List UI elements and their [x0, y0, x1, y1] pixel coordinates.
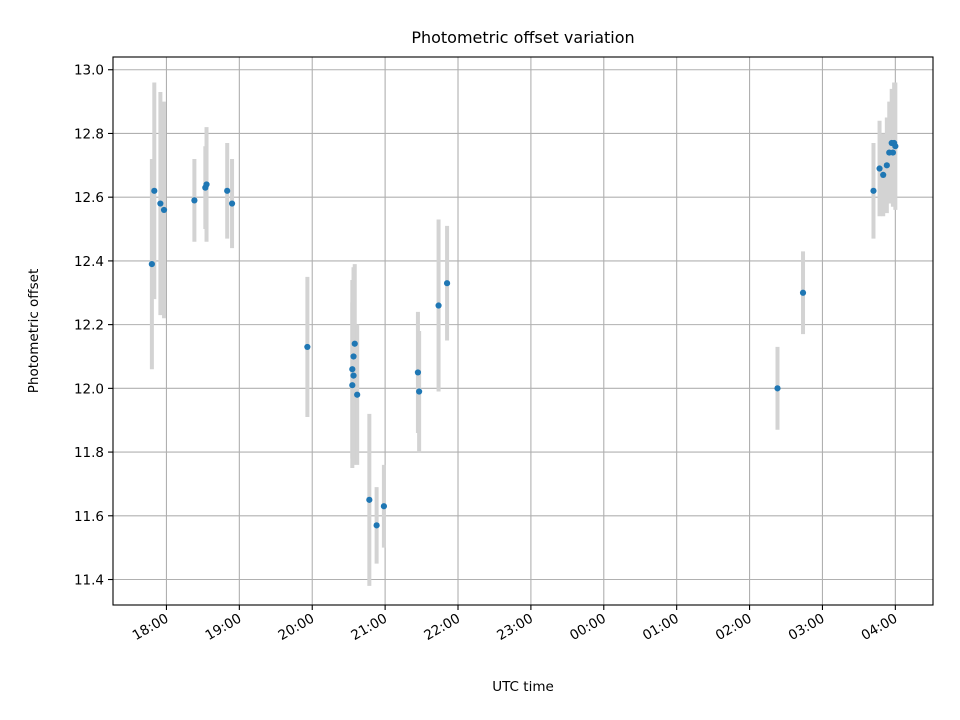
data-point	[228, 200, 236, 207]
data-point	[304, 343, 311, 351]
data-point	[416, 388, 423, 395]
y-tick-label: 11.6	[74, 509, 104, 525]
data-point	[435, 302, 442, 309]
plot-frame	[112, 56, 934, 606]
data-point	[349, 382, 356, 389]
y-tick-label: 12.0	[74, 381, 104, 397]
data-point	[892, 143, 899, 150]
data-point	[799, 289, 807, 296]
data-point	[157, 200, 164, 207]
data-point	[876, 165, 883, 172]
y-tick-label: 11.4	[74, 573, 104, 589]
data-point	[880, 171, 887, 178]
y-axis: 11.4 11.6 11.8 12.0 12.2 12.4 12.6 12.8 13.0	[74, 63, 113, 589]
data-point	[203, 181, 210, 188]
y-tick-label: 12.8	[74, 126, 104, 142]
chart-title: Photometric offset variation	[411, 28, 634, 47]
data-point	[349, 366, 356, 373]
x-axis-label: UTC time	[492, 679, 554, 695]
y-tick-label: 12.2	[74, 318, 104, 334]
data-point	[224, 187, 231, 194]
data-point	[366, 496, 373, 503]
data-point	[351, 340, 358, 347]
y-tick-label: 12.4	[74, 254, 104, 270]
grid	[113, 57, 933, 605]
data-points	[148, 139, 899, 529]
data-point	[160, 206, 168, 214]
data-point	[148, 260, 155, 268]
y-axis-label: Photometric offset	[26, 269, 42, 393]
data-point	[443, 280, 451, 287]
data-point	[889, 149, 897, 156]
data-point	[774, 385, 781, 392]
data-point	[870, 187, 877, 194]
data-point	[354, 391, 361, 398]
data-point	[883, 162, 890, 169]
y-tick-label: 11.8	[74, 445, 104, 461]
y-tick-label: 12.6	[74, 190, 104, 206]
data-point	[414, 369, 422, 376]
y-tick-label: 13.0	[74, 63, 104, 79]
data-point	[350, 353, 357, 360]
data-point	[380, 503, 388, 510]
data-point	[151, 187, 158, 194]
data-point	[191, 197, 198, 204]
data-point	[350, 372, 357, 379]
data-point	[373, 522, 380, 529]
